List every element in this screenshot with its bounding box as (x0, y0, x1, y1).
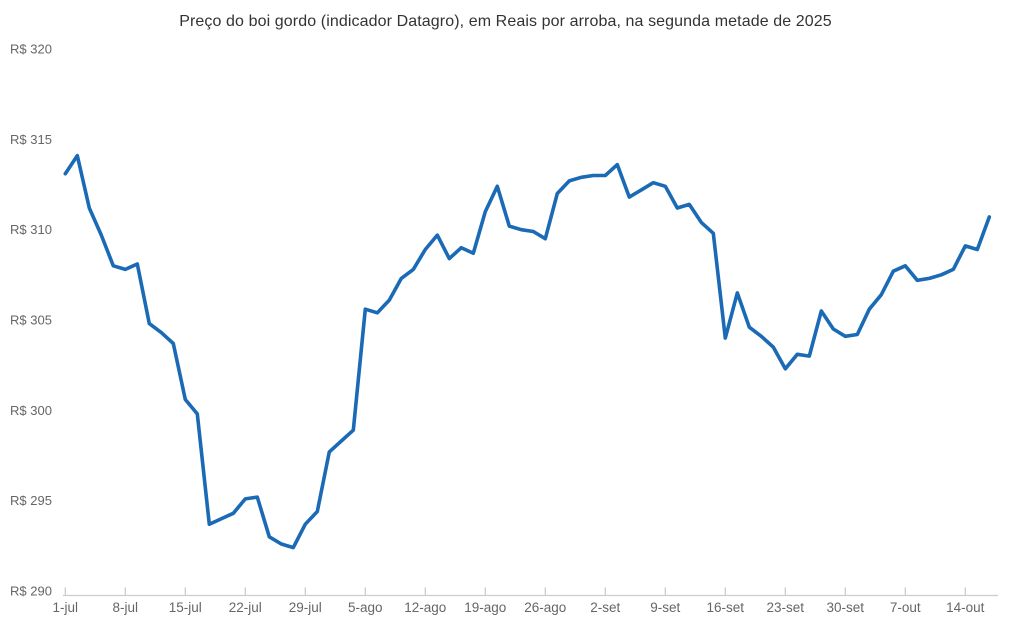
x-axis-tick-label: 2-set (590, 600, 620, 615)
x-axis-tick-label: 19-ago (464, 600, 506, 615)
y-axis-label: R$ 315 (10, 132, 52, 147)
x-axis-tick-label: 12-ago (404, 600, 446, 615)
x-axis-tick-label: 30-set (827, 600, 865, 615)
x-axis-tick-label: 9-set (650, 600, 680, 615)
x-axis-tick-label: 16-set (707, 600, 745, 615)
x-axis-tick-label: 5-ago (348, 600, 383, 615)
x-axis-tick-label: 22-jul (229, 600, 262, 615)
y-axis-label: R$ 320 (10, 42, 52, 57)
x-axis-tick-label: 29-jul (289, 600, 322, 615)
x-axis-tick-label: 1-jul (53, 600, 79, 615)
x-axis-tick-label: 23-set (767, 600, 805, 615)
x-axis-tick-label: 7-out (890, 600, 921, 615)
x-axis-tick-label: 14-out (946, 600, 985, 615)
y-axis-label: R$ 300 (10, 403, 52, 418)
x-axis-tick-label: 15-jul (169, 600, 202, 615)
chart-title: Preço do boi gordo (indicador Datagro), … (179, 13, 832, 30)
x-axis-tick-label: 26-ago (524, 600, 566, 615)
price-line (63, 153, 992, 550)
x-axis-tick-label: 8-jul (113, 600, 139, 615)
y-axis-label: R$ 295 (10, 493, 52, 508)
y-axis-label: R$ 310 (10, 222, 52, 237)
y-axis-label: R$ 305 (10, 313, 52, 328)
y-axis-label: R$ 290 (10, 584, 52, 599)
